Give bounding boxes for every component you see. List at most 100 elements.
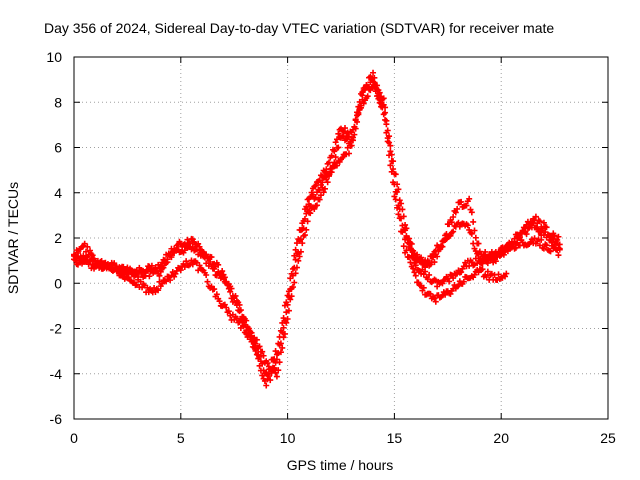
data-point [163,278,170,285]
data-point [116,268,123,275]
data-point [390,166,397,173]
data-point [253,344,260,351]
data-point [83,248,90,255]
data-point [307,210,314,217]
data-point [386,139,393,146]
y-tick-labels: -6 -4 -2 0 2 4 6 8 10 [46,49,62,427]
data-point [398,215,405,222]
data-point [333,136,340,143]
data-point [276,359,283,366]
data-points [71,69,563,389]
data-point [121,269,128,276]
data-point [256,353,263,360]
series-track-2 [71,69,563,380]
data-point [271,356,278,363]
data-point [396,206,403,213]
y-tick-label: 10 [46,49,62,65]
data-point [388,157,395,164]
data-point [75,261,82,268]
data-point [371,83,378,90]
data-point [189,261,196,268]
grid-lines [74,57,608,419]
series-track-4 [402,213,563,267]
data-point [84,243,91,250]
data-point [350,134,357,141]
data-point [189,236,196,243]
data-point [442,291,449,298]
data-point [249,335,256,342]
chart-title: Day 356 of 2024, Sidereal Day-to-day VTE… [44,20,554,36]
data-point [196,243,203,250]
data-point [219,268,226,275]
data-point [446,278,453,285]
data-point [285,288,292,295]
data-point [450,275,457,282]
data-point [468,209,475,216]
data-point [506,245,513,252]
y-tick-label: -4 [50,366,63,382]
data-point [400,243,407,250]
data-point [284,292,291,299]
data-point [540,245,547,252]
data-point [280,315,287,322]
data-point [183,258,190,265]
data-point [177,267,184,274]
data-point [285,307,292,314]
data-point [292,246,299,253]
data-point [500,251,507,258]
data-point [554,236,561,243]
data-point [275,340,282,347]
data-point [359,89,366,96]
data-point [518,237,525,244]
data-point [376,96,383,103]
data-point [464,222,471,229]
data-point [402,227,409,234]
data-point [293,240,300,247]
data-point [267,366,274,373]
data-point [259,360,266,367]
data-point [420,284,427,291]
data-point [439,280,446,287]
data-point [325,173,332,180]
data-point [503,270,510,277]
data-point [430,251,437,258]
data-point [320,189,327,196]
x-tick-label: 10 [280,430,296,446]
data-point [331,148,338,155]
data-point [291,279,298,286]
data-point [146,273,153,280]
data-point [329,162,336,169]
data-point [447,232,454,239]
data-point [81,240,88,247]
data-point [382,109,389,116]
y-tick-label: 8 [54,94,62,110]
data-point [263,382,270,389]
series-track-3 [71,83,563,378]
x-tick-label: 5 [177,430,185,446]
data-point [260,352,267,359]
data-point [208,254,215,261]
data-point [360,100,367,107]
data-point [300,217,307,224]
data-point [422,264,429,271]
data-point [452,209,459,216]
data-point [244,323,251,330]
data-point [271,364,278,371]
data-point [215,261,222,268]
data-point [148,262,155,269]
data-point [87,247,94,254]
data-point [311,206,318,212]
data-point [328,169,335,176]
data-point [346,133,353,140]
data-point [297,248,304,255]
data-point [332,154,339,161]
data-point [391,193,398,200]
data-point [399,222,406,229]
data-point [448,219,455,226]
data-point [523,231,530,238]
data-point [335,144,342,151]
data-point [463,202,470,209]
data-point [227,288,234,295]
data-point [543,224,550,231]
